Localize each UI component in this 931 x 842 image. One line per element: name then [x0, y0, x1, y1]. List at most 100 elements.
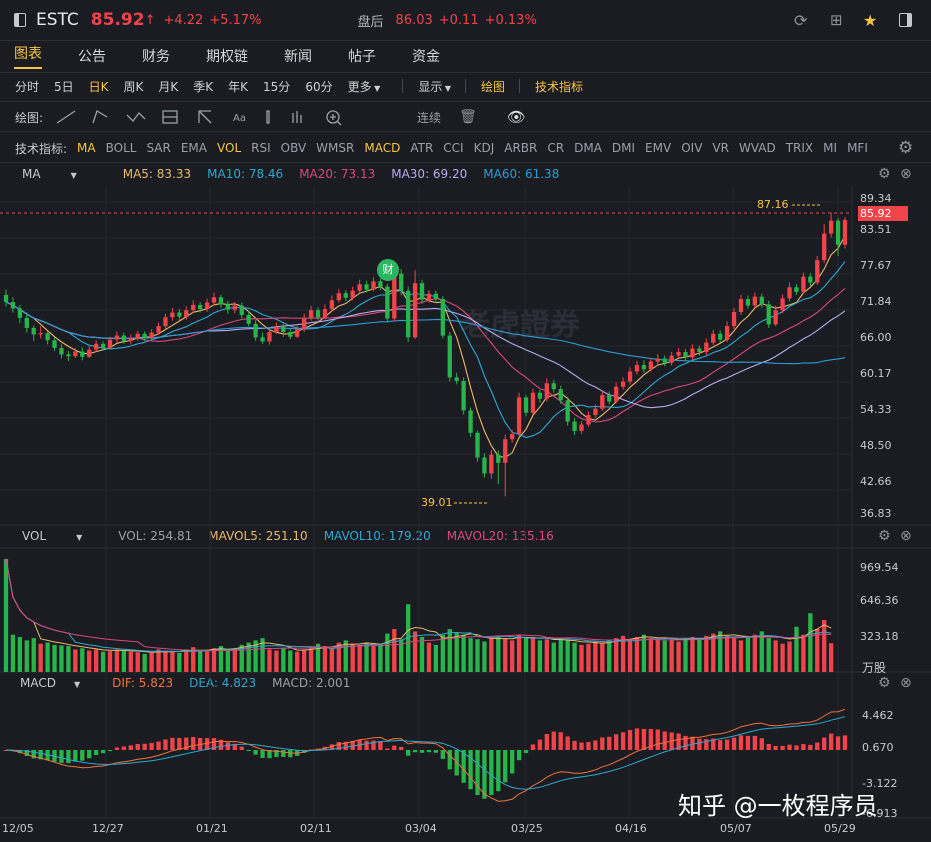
indicator-atr[interactable]: ATR	[410, 141, 434, 155]
candle-body	[780, 298, 785, 311]
draw-toggle[interactable]: 绘图	[481, 79, 506, 94]
macd-bar	[336, 742, 341, 750]
ma-close-icon[interactable]: ⊗	[900, 166, 912, 182]
indicator-settings-gear-icon[interactable]: ⚙	[898, 138, 914, 158]
macd-bar	[572, 740, 577, 750]
indicator-rsi[interactable]: RSI	[251, 141, 271, 155]
indicator-wvad[interactable]: WVAD	[738, 141, 776, 155]
sidebar-toggle-icon[interactable]	[14, 13, 26, 27]
candle-body	[794, 287, 799, 292]
volume-bar	[724, 635, 730, 672]
period-quarterly[interactable]: 季K	[193, 79, 214, 94]
panel-toggle-icon[interactable]	[899, 13, 912, 27]
macd-selector[interactable]: MACD ▼	[20, 676, 96, 690]
macd-settings-gear-icon[interactable]: ⚙	[878, 675, 891, 691]
display-dropdown[interactable]: 显示 ▼	[418, 78, 451, 95]
tab-announcements[interactable]: 公告	[78, 49, 106, 65]
vol-close-icon[interactable]: ⊗	[900, 528, 912, 544]
tab-options-chain[interactable]: 期权链	[206, 49, 248, 65]
macd-bar	[704, 739, 709, 750]
candle-body	[107, 339, 113, 348]
period-daily[interactable]: 日K	[88, 79, 109, 94]
volume-bar	[558, 638, 563, 672]
period-weekly[interactable]: 周K	[123, 79, 144, 94]
indicator-obv[interactable]: OBV	[280, 141, 307, 155]
candle-body	[447, 335, 452, 378]
eye-icon[interactable]: 👁	[506, 108, 526, 126]
earnings-event-badge[interactable]: 财	[377, 259, 399, 281]
period-60min[interactable]: 60分	[305, 79, 333, 94]
macd-bar	[3, 750, 9, 751]
indicator-cr[interactable]: CR	[547, 141, 565, 155]
favorite-star-icon[interactable]: ★	[863, 10, 878, 30]
volume-bar	[704, 635, 709, 672]
date-label: 12/05	[2, 822, 34, 835]
candle-body	[669, 355, 674, 363]
volume-bar	[565, 640, 570, 672]
indicator-trix[interactable]: TRIX	[785, 141, 814, 155]
indicator-kdj[interactable]: KDJ	[473, 141, 495, 155]
ma-settings-gear-icon[interactable]: ⚙	[878, 166, 891, 182]
refresh-icon[interactable]: ⟳	[794, 10, 808, 30]
volume-bar	[745, 636, 751, 672]
indicator-wmsr[interactable]: WMSR	[316, 141, 355, 155]
divider	[402, 79, 404, 93]
indicator-ma[interactable]: MA	[77, 141, 96, 155]
trash-icon[interactable]: 🗑	[459, 109, 477, 125]
macd-bar	[45, 750, 50, 761]
period-15min[interactable]: 15分	[263, 79, 291, 94]
macd-bar	[406, 750, 411, 756]
tab-financials[interactable]: 财务	[142, 49, 170, 65]
period-yearly[interactable]: 年K	[228, 79, 249, 94]
macd-close-icon[interactable]: ⊗	[900, 675, 912, 691]
indicator-vol[interactable]: VOL	[217, 141, 242, 155]
after-hours-change: +0.11	[438, 12, 479, 28]
mavol5-value: MAVOL5: 251.10	[208, 529, 308, 543]
volume-bar	[572, 642, 577, 672]
macd-bar	[10, 750, 16, 752]
candle-body	[496, 454, 501, 463]
indicators-toggle[interactable]: 技术指标	[535, 79, 584, 94]
macd-value: MACD: 2.001	[272, 676, 351, 690]
continuous-toggle[interactable]: 连续	[417, 110, 442, 125]
period-intraday[interactable]: 分时	[15, 79, 40, 94]
tab-capital-flow[interactable]: 资金	[412, 49, 440, 65]
indicator-oiv[interactable]: OIV	[681, 141, 703, 155]
indicator-dma[interactable]: DMA	[574, 141, 602, 155]
indicator-sar[interactable]: SAR	[146, 141, 171, 155]
axis-label: -3.122	[862, 777, 898, 790]
volume-bar	[648, 638, 654, 672]
macd-bar	[197, 738, 203, 750]
vol-settings-gear-icon[interactable]: ⚙	[878, 528, 891, 544]
macd-bar	[114, 747, 120, 750]
tab-chart[interactable]: 图表	[14, 43, 42, 69]
grid-layout-icon[interactable]: ⊞	[830, 11, 843, 29]
indicator-cci[interactable]: CCI	[443, 141, 464, 155]
tab-news[interactable]: 新闻	[284, 49, 312, 65]
period-monthly[interactable]: 月K	[158, 79, 179, 94]
macd-bar	[371, 740, 376, 750]
price-tool-icon	[266, 110, 270, 124]
candle-body	[815, 260, 820, 283]
candle-body	[274, 326, 279, 333]
indicator-vr[interactable]: VR	[712, 141, 729, 155]
indicator-macd[interactable]: MACD	[364, 141, 401, 155]
ma-selector[interactable]: MA ▼	[22, 167, 93, 181]
volume-bar	[59, 645, 64, 672]
volume-bar	[295, 651, 300, 672]
indicator-boll[interactable]: BOLL	[105, 141, 137, 155]
macd-bar	[503, 750, 508, 783]
indicator-dmi[interactable]: DMI	[611, 141, 636, 155]
candle-body	[336, 293, 341, 301]
indicator-mi[interactable]: MI	[823, 141, 838, 155]
macd-bar	[426, 750, 432, 753]
indicator-arbr[interactable]: ARBR	[504, 141, 538, 155]
indicator-ema[interactable]: EMA	[180, 141, 207, 155]
vol-selector[interactable]: VOL ▼	[22, 529, 98, 543]
tab-posts[interactable]: 帖子	[348, 49, 376, 65]
candle-body	[738, 299, 744, 312]
indicator-mfi[interactable]: MFI	[847, 141, 868, 155]
indicator-emv[interactable]: EMV	[645, 141, 672, 155]
period-5day[interactable]: 5日	[54, 79, 74, 94]
period-more-dropdown[interactable]: 更多 ▼	[348, 78, 381, 95]
